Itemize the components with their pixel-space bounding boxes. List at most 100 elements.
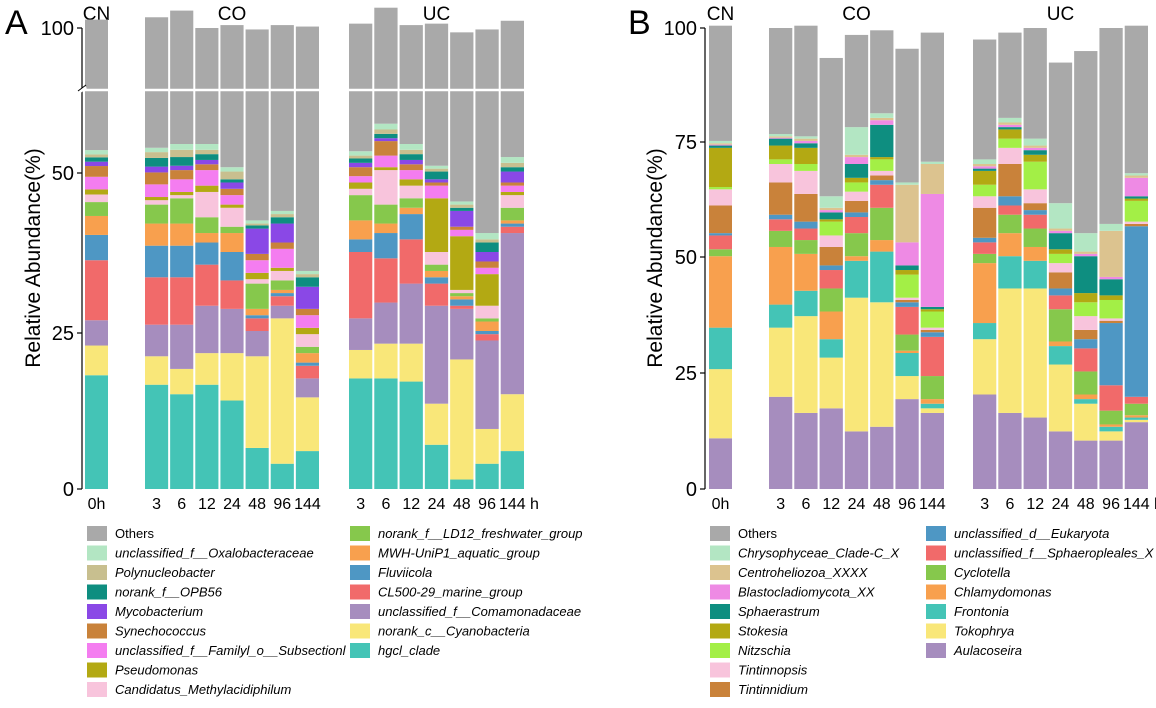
segment-Tokophrya [1074, 403, 1098, 441]
segment-Stokesia [895, 270, 919, 275]
segment-Nitzschia [769, 159, 793, 164]
segment-Sphaerastrum [1074, 256, 1098, 294]
segment-Stokesia [844, 177, 869, 183]
segment-Synechococcus [450, 226, 474, 230]
segment-unclassified_d__Eukaryota [709, 233, 732, 236]
x-tick-label: 3 [356, 496, 365, 513]
segment-Tintinnidium [895, 299, 919, 303]
legend-label: Blastocladiomycota_XX [738, 585, 876, 600]
legend-label: Polynucleobacter [115, 565, 215, 580]
segment-Cyclotella [1048, 309, 1073, 342]
segment-Nitzschia [709, 187, 732, 190]
bar-CO-12 [195, 28, 219, 489]
segment-Tokophrya [1048, 364, 1073, 432]
segment-Sphaerastrum [998, 127, 1022, 130]
segment-unclassified_f__Oxalobacteraceae [374, 123, 398, 130]
legend-label: Chlamydomonas [954, 585, 1052, 600]
segment-Chrysophyceae_Clade-C_X [870, 113, 894, 118]
x-tick-label: 12 [1026, 496, 1044, 513]
segment-unclassified_f__Sphaeropleales_X [1074, 348, 1098, 372]
segment-Pseudomonas [424, 198, 449, 252]
segment-Synechococcus [220, 188, 244, 196]
segment-Blastocladiomycota_XX [973, 166, 997, 169]
segment-Synechococcus [295, 308, 319, 316]
segment-Cyclotella [920, 376, 944, 400]
segment-norank_f__LD12_freshwater_group [374, 204, 398, 224]
legend-B: Others Chrysophyceae_Clade-C_X Centrohelio… [710, 526, 1155, 697]
segment-norank_f__LD12_freshwater_group [195, 217, 219, 234]
segment-Blastocladiomycota_XX [1074, 253, 1098, 257]
segment-unclassified_f__Familyl_o__Subsectionl [424, 185, 449, 199]
segment-Nitzschia [895, 274, 919, 298]
segment-Chlamydomonas [1023, 246, 1047, 261]
legend-swatch [87, 643, 107, 658]
x-unit-label: h [530, 496, 539, 513]
segment-unclassified_f__Familyl_o__Subsectionl [500, 185, 524, 192]
segment-Mycobacterium [349, 162, 373, 168]
segment-unclassified_d__Eukaryota [1124, 226, 1148, 397]
segment-Tokophrya [1099, 431, 1123, 441]
segment-Polynucleobacter [399, 149, 423, 155]
segment-Blastocladiomycota_XX [1023, 147, 1047, 151]
segment-norank_c__Cyanobacteria [424, 403, 449, 445]
segment-Aulacoseira [794, 412, 818, 489]
segment-Tintinnidium [1074, 329, 1098, 340]
segment-unclassified_d__Eukaryota [769, 214, 793, 220]
segment-CL500-29_marine_group [475, 334, 499, 341]
segment-Tintinnopsis [844, 191, 869, 201]
segment-Pseudomonas [220, 204, 244, 208]
segment-unclassified_f__Oxalobacteraceae [424, 165, 449, 169]
segment-Pseudomonas [475, 274, 499, 306]
segment-Polynucleobacter [349, 155, 373, 159]
segment-norank_f__OPB56 [220, 179, 244, 183]
segment-Centroheliozoa_XXXX [973, 163, 997, 167]
y-tick-label: 50 [52, 163, 74, 185]
legend-swatch [710, 545, 730, 561]
segment-CL500-29_marine_group [374, 258, 398, 303]
legend-swatch [87, 584, 107, 600]
segment-Candidatus_Methylacidiphilum [85, 194, 108, 203]
segment-hgcl_clade [399, 381, 423, 489]
segment-unclassified_f__Sphaeropleales_X [844, 217, 869, 234]
segment-Stokesia [1074, 293, 1098, 303]
segment-Others [1099, 28, 1123, 224]
segment-Others [424, 23, 449, 166]
segment-unclassified_f__Comamonadaceae [374, 302, 398, 344]
legend-label: MWH-UniP1_aquatic_group [378, 546, 540, 561]
segment-Aulacoseira [769, 396, 793, 489]
segment-Stokesia [794, 147, 818, 164]
segment-Tintinnopsis [1074, 316, 1098, 330]
segment-unclassified_d__Eukaryota [819, 265, 843, 271]
segment-Fluviicola [85, 234, 108, 261]
segment-Tokophrya [895, 376, 919, 400]
segment-Others [998, 32, 1022, 118]
segment-Centroheliozoa_XXXX [1074, 251, 1098, 254]
segment-unclassified_f__Oxalobacteraceae [450, 201, 474, 205]
segment-Chrysophyceae_Clade-C_X [1048, 203, 1073, 229]
segment-Sphaerastrum [794, 143, 818, 148]
segment-Polynucleobacter [145, 152, 169, 158]
segment-Fluviicola [399, 214, 423, 240]
x-tick-label: 0h [712, 496, 730, 513]
segment-unclassified_f__Comamonadaceae [220, 308, 244, 354]
segment-unclassified_f__Comamonadaceae [195, 305, 219, 354]
segment-unclassified_f__Comamonadaceae [450, 308, 474, 360]
segment-Blastocladiomycota_XX [1048, 230, 1073, 234]
segment-unclassified_f__Oxalobacteraceae [220, 167, 244, 172]
segment-Sphaerastrum [769, 138, 793, 146]
segment-Centroheliozoa_XXXX [769, 136, 793, 138]
segment-Stokesia [819, 219, 843, 222]
segment-Frontonia [844, 260, 869, 298]
segment-unclassified_f__Familyl_o__Subsectionl [374, 155, 398, 168]
segment-unclassified_f__Comamonadaceae [399, 283, 423, 344]
legend-swatch [710, 623, 730, 639]
segment-Fluviicola [170, 245, 194, 278]
legend-swatch [350, 545, 370, 561]
bar-CO-3 [769, 28, 793, 489]
segment-Frontonia [895, 353, 919, 377]
legend-swatch [87, 545, 107, 561]
segment-Frontonia [870, 251, 894, 303]
segment-Pseudomonas [245, 272, 269, 280]
segment-Polynucleobacter [424, 168, 449, 172]
segment-Tintinnopsis [1099, 318, 1123, 321]
